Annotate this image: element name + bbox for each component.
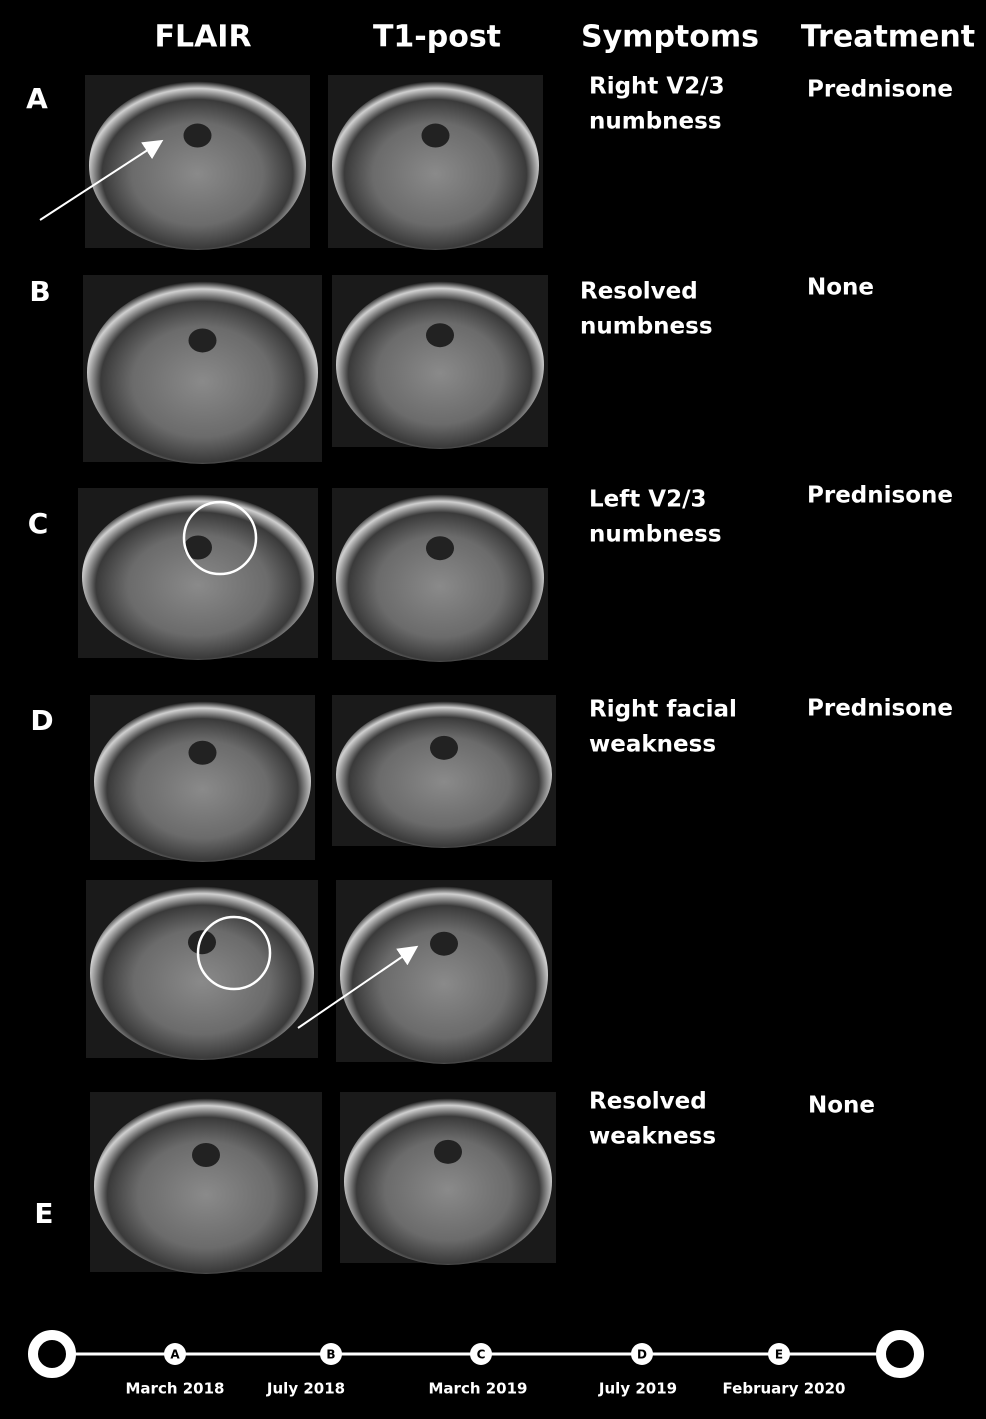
- row-label: A: [26, 82, 48, 115]
- brainstem: [188, 930, 216, 955]
- timeline-date: July 2018: [266, 1380, 345, 1398]
- mri-scan: [344, 1098, 552, 1265]
- mri-scan: [90, 886, 314, 1060]
- brainstem: [426, 323, 454, 348]
- mri-scan: [336, 701, 552, 848]
- brainstem: [434, 1139, 462, 1164]
- timeline-end: [28, 1330, 76, 1378]
- timeline-date: March 2018: [126, 1380, 225, 1398]
- treatment: None: [807, 275, 874, 301]
- row-label: E: [34, 1197, 53, 1230]
- column-header: Treatment: [801, 20, 975, 55]
- symptoms: weakness: [589, 1124, 716, 1150]
- symptoms: numbness: [580, 314, 713, 340]
- marker-label: B: [326, 1348, 335, 1362]
- brainstem: [421, 123, 450, 148]
- arrow: [297, 945, 419, 1029]
- timeline-marker: [320, 1343, 342, 1365]
- symptoms: Right V2/3: [589, 74, 725, 100]
- brainstem: [192, 1143, 220, 1167]
- marker-label: C: [477, 1348, 486, 1362]
- timeline-date: July 2019: [598, 1380, 677, 1398]
- symptoms: Left V2/3: [589, 487, 706, 513]
- symptoms: weakness: [589, 732, 716, 758]
- treatment: None: [808, 1093, 875, 1119]
- column-header: FLAIR: [154, 20, 251, 55]
- treatment: Prednisone: [807, 483, 953, 509]
- mri-scan: [89, 81, 306, 250]
- mri-scan: [87, 281, 318, 464]
- row-label: C: [28, 507, 49, 540]
- brainstem: [183, 123, 212, 148]
- symptoms: Right facial: [589, 697, 737, 723]
- treatment: Prednisone: [807, 696, 953, 722]
- timeline-end: [876, 1330, 924, 1378]
- lesion-circle: [196, 915, 272, 991]
- symptoms: numbness: [589, 522, 722, 548]
- mri-images: [78, 75, 556, 1274]
- mri-scan: [94, 1098, 318, 1274]
- timeline-date: March 2019: [429, 1380, 528, 1398]
- mri-scan: [332, 81, 539, 250]
- symptoms: Resolved: [589, 1089, 707, 1115]
- mri-scan: [82, 494, 314, 660]
- mri-scan: [340, 886, 548, 1064]
- timeline-date: February 2020: [723, 1380, 846, 1398]
- column-header: T1-post: [373, 20, 501, 55]
- treatment: Prednisone: [807, 77, 953, 103]
- brainstem: [430, 735, 458, 760]
- timeline-marker: [768, 1343, 790, 1365]
- brainstem: [188, 328, 217, 353]
- mri-scan: [336, 494, 544, 662]
- brainstem: [188, 740, 217, 765]
- lesion-circle: [182, 500, 258, 576]
- timeline-marker: [164, 1343, 186, 1365]
- marker-label: E: [775, 1348, 783, 1362]
- symptoms: Resolved: [580, 279, 698, 305]
- arrow: [39, 139, 164, 221]
- brainstem: [184, 535, 212, 560]
- timeline-marker: [470, 1343, 492, 1365]
- mri-scan: [94, 701, 311, 862]
- timeline-marker: [631, 1343, 653, 1365]
- marker-label: A: [170, 1348, 180, 1362]
- row-label: D: [30, 704, 53, 737]
- column-header: Symptoms: [581, 20, 759, 55]
- mri-scan: [336, 281, 544, 449]
- brainstem: [426, 536, 454, 561]
- brainstem: [430, 931, 458, 956]
- row-label: B: [29, 275, 50, 308]
- symptoms: numbness: [589, 109, 722, 135]
- marker-label: D: [637, 1348, 647, 1362]
